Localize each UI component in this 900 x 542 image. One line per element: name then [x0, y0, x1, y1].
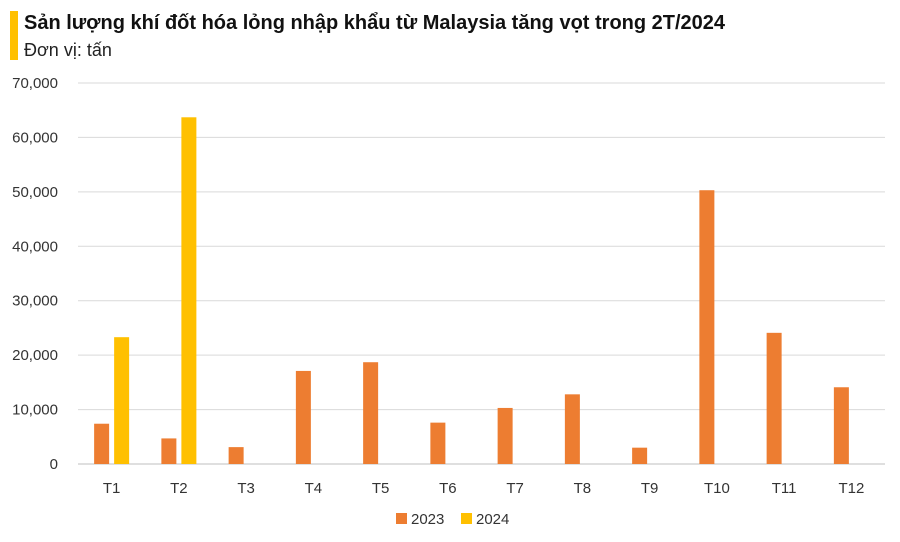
bar-2023-T7: [497, 407, 513, 464]
legend-label-2023: 2023: [411, 511, 444, 528]
bar-2023-T4: [295, 370, 311, 464]
x-tick-label: T4: [305, 480, 323, 497]
bar-2024-T1: [114, 337, 130, 464]
x-tick-label: T12: [838, 480, 864, 497]
x-tick-label: T9: [641, 480, 659, 497]
x-tick-label: T7: [506, 480, 524, 497]
legend-label-2024: 2024: [476, 511, 509, 528]
y-tick-label: 40,000: [12, 238, 58, 255]
y-axis-ticks: 0 10,000 20,000 30,000 40,000 50,000 60,000 70,…: [12, 75, 58, 473]
bar-2023-T9: [632, 447, 648, 464]
bar-2023-T12: [833, 387, 849, 464]
x-axis-ticks: T1 T2 T3 T4 T5 T6 T7 T8 T9 T10 T11 T12: [103, 480, 864, 497]
y-tick-label: 60,000: [12, 129, 58, 146]
x-tick-label: T5: [372, 480, 390, 497]
title-accent-bar: [10, 11, 18, 60]
legend-swatch-2023: [396, 513, 407, 524]
bar-2023-T10: [699, 190, 715, 464]
bars: [94, 117, 849, 464]
y-tick-label: 10,000: [12, 402, 58, 419]
legend: 2023 2024: [396, 511, 509, 528]
x-tick-label: T11: [772, 480, 797, 497]
x-tick-label: T8: [574, 480, 592, 497]
y-tick-label: 20,000: [12, 347, 58, 364]
x-tick-label: T6: [439, 480, 457, 497]
chart-subtitle: Đơn vị: tấn: [24, 40, 112, 60]
x-tick-label: T1: [103, 480, 121, 497]
legend-swatch-2024: [461, 513, 472, 524]
x-tick-label: T2: [170, 480, 188, 497]
bar-2023-T8: [564, 394, 580, 464]
x-tick-label: T3: [237, 480, 255, 497]
x-tick-label: T10: [704, 480, 730, 497]
grid-lines: [78, 82, 885, 465]
bar-2023-T3: [228, 447, 244, 464]
y-tick-label: 70,000: [12, 75, 58, 92]
bar-2023-T6: [430, 422, 446, 464]
bar-2023-T1: [94, 423, 110, 464]
bar-2023-T2: [161, 438, 177, 464]
bar-2023-T5: [363, 362, 379, 464]
bar-2024-T2: [181, 117, 197, 464]
y-tick-label: 50,000: [12, 184, 58, 201]
chart-title: Sản lượng khí đốt hóa lỏng nhập khẩu từ …: [24, 12, 726, 34]
y-tick-label: 0: [50, 456, 58, 473]
y-tick-label: 30,000: [12, 293, 58, 310]
bar-2023-T11: [766, 332, 782, 464]
